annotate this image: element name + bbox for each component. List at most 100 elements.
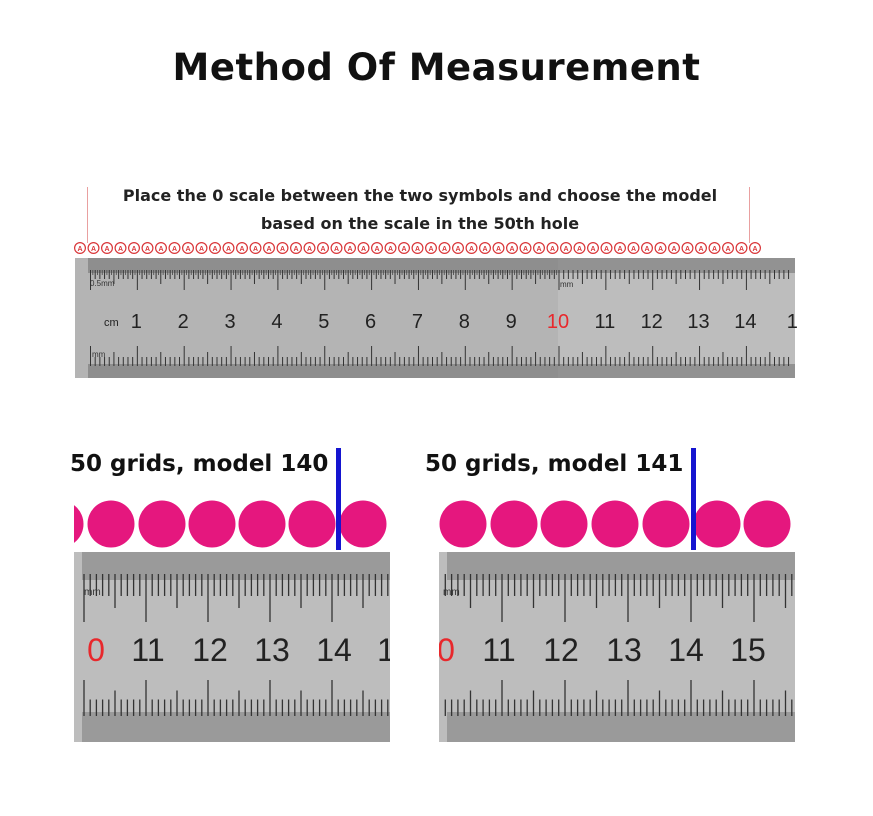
- symbol-circle: [640, 241, 653, 255]
- symbol-circle: [100, 241, 113, 255]
- symbol-letter: A: [644, 246, 649, 253]
- ruler-number: 10: [547, 311, 569, 333]
- bracket-line-right: [749, 187, 750, 243]
- mm-label-left: mm: [92, 350, 106, 359]
- symbol-circle: [532, 241, 545, 255]
- bead-row: [439, 500, 791, 548]
- bead: [642, 500, 690, 548]
- symbol-circle: [559, 241, 572, 255]
- instruction-line-2: based on the scale in the 50th hole: [260, 214, 580, 233]
- symbol-circle: [654, 241, 667, 255]
- panel-model-141: mm 0 11 12 13 14 15: [439, 448, 795, 742]
- ruler-numbers: 0 11 12 13 14 1: [87, 632, 390, 668]
- ruler-number: 1: [131, 311, 142, 333]
- symbol-circle: [721, 241, 734, 255]
- symbol-circle: [573, 241, 586, 255]
- symbol-letter: A: [145, 246, 150, 253]
- symbol-letter: A: [428, 246, 433, 253]
- ruler-number: 11: [594, 311, 615, 333]
- mm-label-right: mm: [560, 280, 574, 289]
- symbol-letter: A: [469, 246, 474, 253]
- ruler-number: 1: [787, 311, 798, 333]
- ruler-number: 0: [439, 632, 455, 668]
- panel-label-140: 50 grids, model 140: [70, 451, 329, 477]
- bead: [439, 500, 487, 548]
- symbol-circle: [87, 241, 100, 255]
- panel-model-140: mm 0 11 12 13 14 1: [74, 448, 390, 742]
- bead-row: [74, 500, 387, 548]
- bead: [288, 500, 336, 548]
- cm-label: cm: [104, 317, 119, 329]
- symbol-letter: A: [104, 246, 109, 253]
- symbol-letter: A: [698, 246, 703, 253]
- symbol-letter: A: [77, 246, 82, 253]
- bead: [540, 500, 588, 548]
- symbol-circle: [357, 241, 370, 255]
- symbol-circle: [384, 241, 397, 255]
- symbol-circle: [209, 241, 222, 255]
- symbol-letter: A: [455, 246, 460, 253]
- symbol-circle: [128, 241, 141, 255]
- ruler-number: 14: [734, 311, 756, 333]
- symbol-letter: A: [307, 246, 312, 253]
- bead: [138, 500, 186, 548]
- symbol-circle: [681, 241, 694, 255]
- symbol-letter: A: [550, 246, 555, 253]
- symbol-circle: [249, 241, 262, 255]
- mm-label: mm: [84, 587, 101, 598]
- ruler-number: 11: [131, 632, 164, 668]
- marker-line: [336, 448, 341, 550]
- instruction-text: Place the 0 scale between the two symbol…: [90, 182, 750, 238]
- symbol-letter: A: [415, 246, 420, 253]
- ruler-number: 2: [178, 311, 189, 333]
- ruler-number: 15: [730, 632, 766, 668]
- bead: [339, 500, 387, 548]
- symbol-circle: [290, 241, 303, 255]
- symbol-letter: A: [239, 246, 244, 253]
- small-scale-label: 0.5mm: [90, 279, 115, 288]
- ruler-numbers: 1 2 3 4 5 6 7 8 9 10 11 12 13 14 1: [131, 311, 798, 333]
- ruler-ticks: [83, 574, 389, 716]
- ruler-ticks: [90, 270, 790, 366]
- symbol-letter: A: [725, 246, 730, 253]
- symbol-circle: [438, 241, 451, 255]
- ruler-number: 5: [318, 311, 329, 333]
- ruler-number: 6: [365, 311, 376, 333]
- symbol-circle: [627, 241, 640, 255]
- ruler-number: 4: [271, 311, 282, 333]
- symbol-letter: A: [131, 246, 136, 253]
- symbol-letter: A: [590, 246, 595, 253]
- symbol-letter: A: [280, 246, 285, 253]
- ruler-number: 14: [316, 632, 352, 668]
- symbol-letter: A: [658, 246, 663, 253]
- symbol-circle: [492, 241, 505, 255]
- symbol-letter: A: [523, 246, 528, 253]
- symbol-circle: [600, 241, 613, 255]
- symbol-circle: [398, 241, 411, 255]
- symbol-circle: [114, 241, 127, 255]
- ruler-top-strip: [447, 552, 795, 580]
- symbol-circle: [694, 241, 707, 255]
- symbol-circle: [411, 241, 424, 255]
- bead: [693, 500, 741, 548]
- ruler-bottom-strip: [447, 712, 795, 742]
- symbol-letter: A: [118, 246, 123, 253]
- ruler-top-strip: [88, 258, 795, 273]
- marker-line: [691, 448, 696, 550]
- symbol-circle: [667, 241, 680, 255]
- bracket-line-left: [87, 187, 88, 243]
- symbol-letter: A: [374, 246, 379, 253]
- symbol-letter: A: [712, 246, 717, 253]
- ruler-body: [74, 552, 390, 742]
- ruler-number: 7: [412, 311, 423, 333]
- symbol-circle: [465, 241, 478, 255]
- ruler-number: 12: [543, 632, 579, 668]
- symbol-circle: [748, 241, 761, 255]
- ruler-number: 13: [254, 632, 290, 668]
- ruler-number: 11: [482, 632, 515, 668]
- symbol-letter: A: [577, 246, 582, 253]
- ruler-bottom-strip: [82, 712, 390, 742]
- symbol-letter: A: [361, 246, 366, 253]
- symbol-letter: A: [604, 246, 609, 253]
